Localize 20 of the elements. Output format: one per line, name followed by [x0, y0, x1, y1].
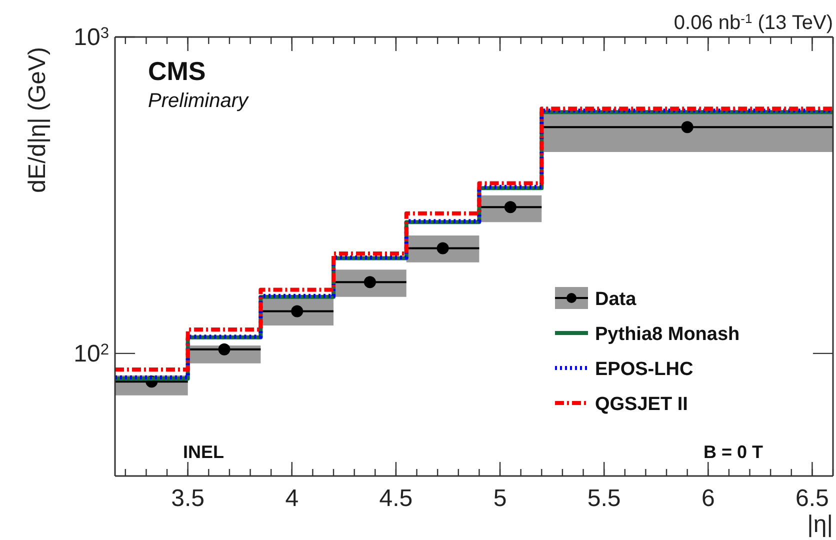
x-tick-label: 5.5: [587, 485, 621, 512]
legend-label: Pythia8 Monash: [595, 324, 740, 345]
x-tick-label: 3.5: [171, 485, 205, 512]
x-axis-title: |η|: [807, 511, 833, 538]
x-tick-label: 6: [701, 485, 715, 512]
legend-label: EPOS-LHC: [595, 359, 694, 380]
x-tick-label: 5: [493, 485, 507, 512]
x-tick-label: 4.5: [379, 485, 413, 512]
x-tick-label: 4: [285, 485, 299, 512]
chart-title: 0.06 nb$^{-1}$ (13 TeV): [674, 11, 833, 34]
annotation: INEL: [183, 442, 224, 462]
legend-label: QGSJET II: [595, 394, 688, 415]
y-axis-title: dE/d|η| (GeV): [24, 47, 51, 193]
legend-label: Data: [595, 289, 637, 310]
x-tick-label: 6.5: [796, 485, 829, 512]
annotation: Preliminary: [148, 90, 250, 112]
y-tick-label: 10$^{3}$: [74, 24, 109, 51]
annotation: B = 0 T: [703, 442, 763, 462]
y-tick-label: 10$^{2}$: [74, 340, 109, 368]
annotation: CMS: [148, 56, 206, 86]
